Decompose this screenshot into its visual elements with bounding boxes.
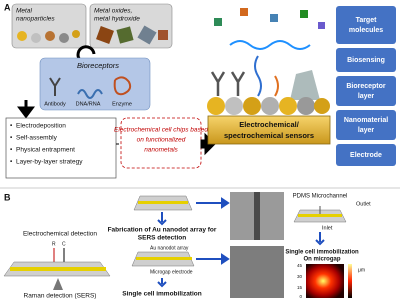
map-tick: 0: [299, 294, 302, 299]
layer-text: Nanomaterial: [344, 117, 388, 124]
layer-text: Electrode: [350, 152, 382, 159]
nanoparticles-icon: [17, 30, 80, 43]
layer-text: Biosensing: [347, 57, 385, 64]
chip-illustration: [3, 248, 111, 290]
sem-image: [230, 246, 284, 298]
arrow: [196, 197, 230, 265]
caption: SERS detection: [138, 235, 186, 242]
colorbar: [348, 264, 352, 298]
layer-box: [336, 144, 396, 166]
map-tick: 15: [297, 285, 303, 290]
caption: Single cell immobilization: [122, 291, 201, 298]
caption: Au nanodot array: [150, 245, 189, 251]
layer-text: Target: [356, 17, 378, 24]
sensor-text: Electrochemical/: [239, 120, 300, 129]
caption: Single cell immobilization: [285, 250, 359, 256]
electrode-label: C: [62, 241, 66, 247]
layer-box: [336, 6, 396, 44]
bullet: •: [10, 135, 13, 142]
layer-box: [336, 76, 396, 106]
method-box: [5, 117, 117, 179]
layer-box: [336, 110, 396, 140]
method: Layer-by-layer strategy: [16, 159, 83, 166]
panel-label: B: [4, 192, 11, 202]
bullet: •: [10, 147, 13, 154]
sensor-box: [207, 115, 331, 145]
cycle-arrow: [76, 45, 96, 61]
map-tick: 45: [297, 263, 303, 268]
map-unit: μm: [358, 267, 365, 273]
caption: Inlet: [322, 225, 333, 231]
map-tick: 30: [297, 274, 303, 279]
sem-gap: [254, 192, 260, 240]
method: Electrodeposition: [16, 123, 66, 130]
panel-label: A: [4, 2, 11, 12]
cell-chip-text: nanometals: [144, 147, 178, 154]
sensor-illustration: [207, 8, 330, 115]
caption: Outlet: [356, 201, 371, 207]
bullet: •: [10, 123, 13, 130]
oxide-icon: [96, 25, 168, 45]
method: Self-assembly: [16, 135, 58, 142]
box-text: nanoparticles: [16, 16, 55, 23]
layer-column: Target molecules Biosensing Bioreceptor …: [336, 6, 396, 166]
sensor-text: spectrochemical sensors: [224, 131, 314, 140]
layer-text: layer: [358, 93, 375, 100]
electrode-label: R: [52, 241, 56, 247]
box-title: Bioreceptors: [77, 61, 119, 70]
layer-text: molecules: [349, 27, 383, 34]
chip-illustration: [131, 195, 195, 288]
caption: Fabrication of Au nanodot array for: [108, 227, 217, 234]
bioreceptor-box: [39, 57, 151, 111]
method: Physical entrapment: [16, 147, 75, 154]
method-list: • Electrodeposition • Self-assembly • Physi…: [10, 123, 83, 166]
bioreceptor-label: DNA/RNA: [76, 101, 101, 107]
channel-illustration: [293, 206, 347, 246]
bioreceptor-icons: [49, 76, 132, 99]
cell-chip-text: on functionalized: [137, 137, 186, 144]
caption: Microgap electrode: [150, 269, 193, 275]
layer-text: Bioreceptor: [346, 83, 386, 90]
caption: Electrochemical detection: [23, 231, 97, 238]
raman-map: [306, 264, 344, 298]
box-text: metal hydroxide: [94, 16, 140, 23]
arrow: [116, 132, 216, 156]
caption: PDMS Microchannel: [293, 194, 348, 200]
bioreceptor-label: Enzyme: [112, 101, 132, 107]
caption: Raman detection (SERS): [24, 293, 97, 300]
layer-text: layer: [358, 127, 375, 134]
cell-chip-text: Electrochemical cell chips based: [114, 127, 208, 134]
arrow: [17, 100, 35, 119]
bioreceptor-label: Antibody: [44, 101, 66, 107]
bullet: •: [10, 159, 13, 166]
layer-box: [336, 48, 396, 72]
caption: On microgap: [303, 257, 340, 263]
box-text: Metal oxides,: [94, 8, 132, 15]
box-text: Metal: [16, 8, 32, 15]
